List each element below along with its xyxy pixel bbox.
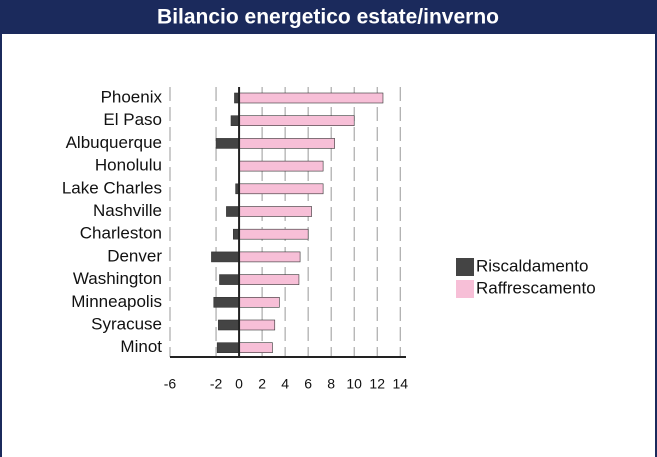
bar <box>238 138 335 149</box>
y-tick-label: Washington <box>73 269 162 288</box>
title-bar <box>0 0 657 34</box>
bar <box>238 92 384 104</box>
bar <box>238 296 280 308</box>
x-tick-label: 8 <box>327 376 335 392</box>
x-tick-label: 12 <box>369 376 385 392</box>
bar <box>238 183 324 195</box>
bar <box>226 206 240 217</box>
y-tick-label: Nashville <box>93 201 162 220</box>
bar <box>238 206 312 217</box>
bar <box>216 342 240 354</box>
bar <box>238 160 324 172</box>
bar <box>238 319 276 331</box>
y-tick-label: Albuquerque <box>66 133 162 152</box>
x-tick-label: -6 <box>164 376 177 392</box>
x-tick-label: 6 <box>304 376 312 392</box>
y-tick-label: Syracuse <box>91 314 162 333</box>
y-tick-label: Minneapolis <box>71 292 162 311</box>
y-tick-label: Honolulu <box>95 156 162 175</box>
y-tick-label: Minot <box>120 337 162 356</box>
bar <box>213 296 240 308</box>
bar <box>215 138 240 149</box>
bar <box>219 274 240 285</box>
y-tick-label: Charleston <box>80 224 162 243</box>
y-tick-label: Lake Charles <box>62 178 162 197</box>
bar <box>211 251 240 263</box>
legend-swatch <box>456 258 474 276</box>
legend-label: Raffrescamento <box>476 278 596 297</box>
y-tick-label: El Paso <box>103 110 162 129</box>
legend-label: Riscaldamento <box>476 256 588 275</box>
y-tick-label: Denver <box>107 246 162 265</box>
bar <box>230 115 240 126</box>
x-tick-label: 14 <box>392 376 408 392</box>
y-tick-label: Phoenix <box>101 87 163 106</box>
bar <box>238 342 273 354</box>
bar <box>238 115 355 126</box>
x-tick-label: 0 <box>235 376 243 392</box>
bar <box>238 251 301 263</box>
bar <box>238 228 309 240</box>
x-tick-label: 10 <box>346 376 362 392</box>
x-tick-label: -2 <box>210 376 223 392</box>
legend-swatch <box>456 280 474 298</box>
chart-title: Bilancio energetico estate/inverno <box>157 6 499 29</box>
bar <box>218 319 240 331</box>
x-tick-label: 2 <box>258 376 266 392</box>
x-tick-label: 4 <box>281 376 289 392</box>
bar <box>238 274 300 285</box>
